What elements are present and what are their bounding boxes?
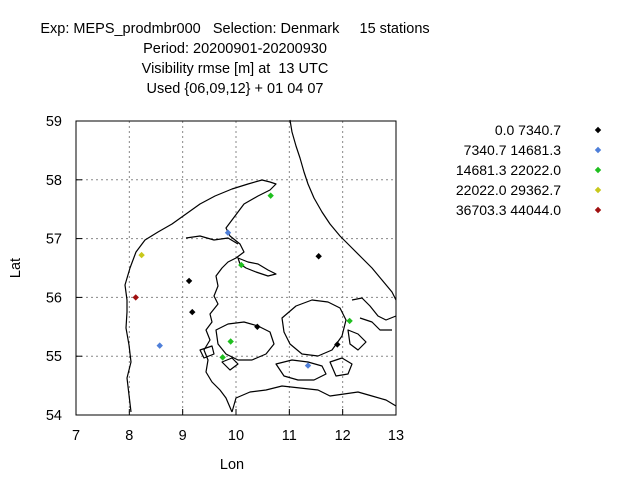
x-tick-label: 12 bbox=[335, 428, 351, 444]
x-tick-label: 11 bbox=[282, 428, 297, 444]
legend-label: 36703.3 44044.0 bbox=[456, 202, 561, 218]
y-tick-label: 59 bbox=[46, 114, 62, 130]
x-tick-label: 7 bbox=[72, 428, 80, 444]
legend-marker bbox=[594, 146, 602, 154]
title-line-4: Used {06,09,12} + 01 04 07 bbox=[146, 81, 324, 97]
x-axis-label: Lon bbox=[220, 457, 244, 473]
y-tick-label: 56 bbox=[46, 290, 62, 306]
grid bbox=[76, 121, 396, 415]
station-marker bbox=[219, 354, 226, 361]
y-tick-label: 57 bbox=[46, 232, 62, 248]
y-tick-label: 55 bbox=[46, 349, 62, 365]
legend-label: 0.0 7340.7 bbox=[495, 122, 561, 138]
station-markers bbox=[132, 192, 353, 369]
legend-marker bbox=[594, 186, 602, 194]
x-tick-label: 9 bbox=[179, 428, 187, 444]
legend: 0.0 7340.7 7340.7 14681.3 14681.3 22022.0 2… bbox=[456, 122, 602, 218]
station-marker bbox=[138, 251, 145, 259]
y-tick-label: 54 bbox=[46, 408, 62, 424]
x-tick-label: 13 bbox=[388, 428, 404, 444]
legend-marker bbox=[594, 126, 602, 134]
x-tick-label: 8 bbox=[125, 428, 133, 444]
station-marker bbox=[189, 308, 196, 316]
x-tick-label: 10 bbox=[228, 428, 244, 444]
station-marker bbox=[132, 294, 139, 301]
coastline bbox=[124, 119, 397, 413]
title-line-2: Period: 20200901-20200930 bbox=[143, 41, 327, 57]
station-marker bbox=[238, 261, 245, 269]
station-marker bbox=[315, 253, 322, 260]
station-marker bbox=[267, 192, 274, 199]
legend-marker bbox=[594, 166, 602, 174]
legend-marker bbox=[594, 206, 602, 214]
y-axis-label: Lat bbox=[8, 258, 24, 278]
title-line-1: Exp: MEPS_prodmbr000 Selection: Denmark … bbox=[40, 21, 430, 37]
station-marker bbox=[185, 277, 193, 285]
station-marker bbox=[156, 342, 163, 349]
legend-label: 22022.0 29362.7 bbox=[456, 182, 561, 198]
title-line-3: Visibility rmse [m] at 13 UTC bbox=[141, 61, 329, 77]
station-marker bbox=[224, 229, 232, 236]
station-marker bbox=[227, 338, 234, 345]
station-marker bbox=[346, 317, 353, 325]
legend-label: 14681.3 22022.0 bbox=[456, 162, 561, 178]
station-marker bbox=[304, 362, 312, 369]
legend-label: 7340.7 14681.3 bbox=[464, 142, 562, 158]
station-marker bbox=[334, 341, 341, 348]
y-tick-label: 58 bbox=[46, 173, 62, 189]
station-marker bbox=[254, 323, 261, 330]
axis-ticks: 7 8 9 10 11 12 13 54 55 56 57 58 59 bbox=[46, 114, 404, 444]
